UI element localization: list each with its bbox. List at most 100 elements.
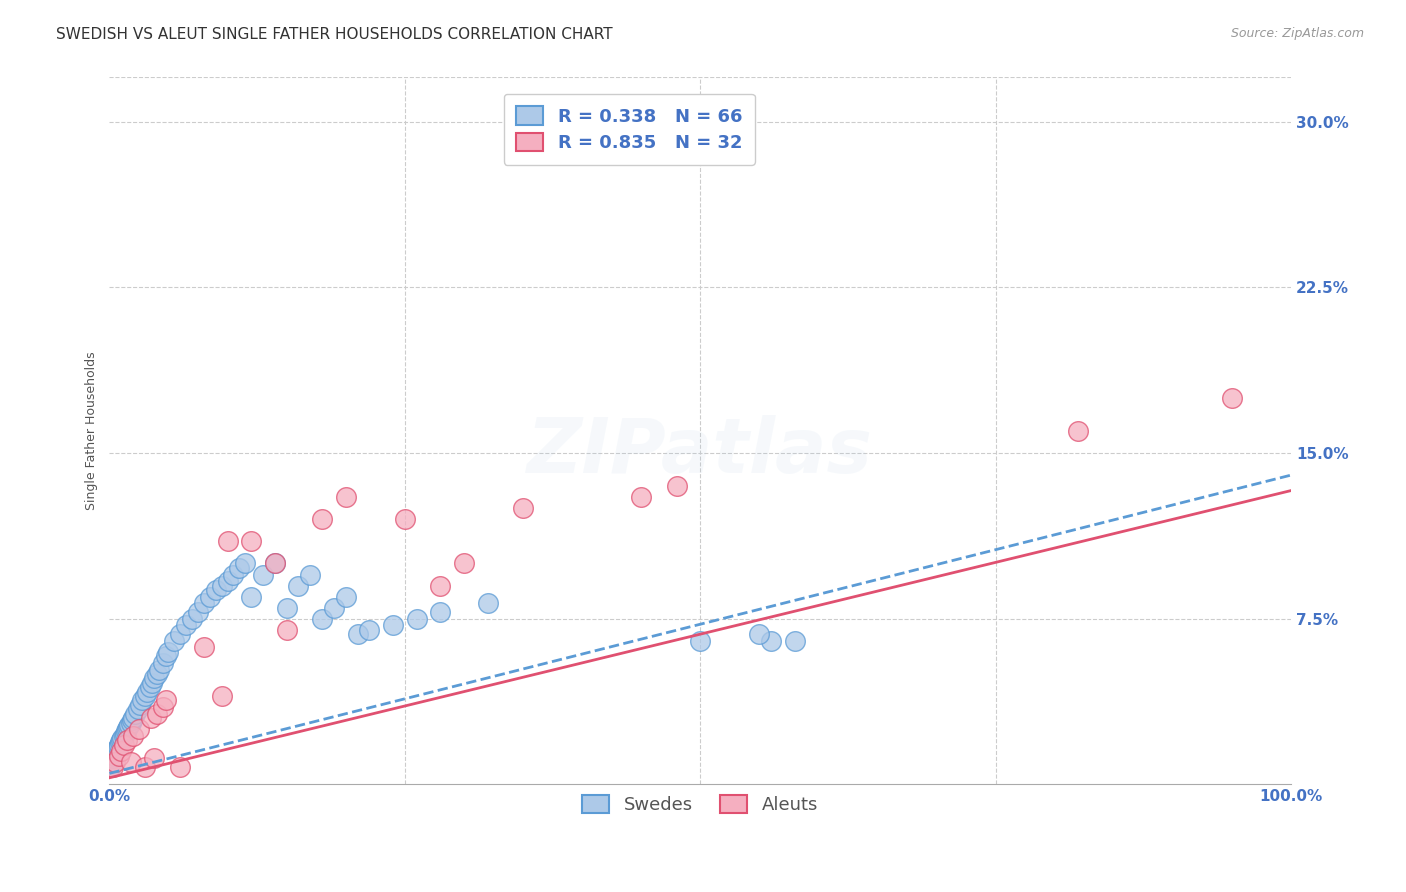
Point (193, 596, 215, 610)
Point (187, 605, 209, 619)
Point (122, 711, 145, 725)
Point (163, 633, 186, 648)
Y-axis label: Single Father Households: Single Father Households (86, 351, 98, 510)
Point (110, 733, 132, 747)
Point (128, 722, 150, 736)
Point (276, 623, 298, 637)
Point (108, 748, 131, 763)
Point (429, 605, 451, 619)
Text: ZIPatlas: ZIPatlas (527, 415, 873, 489)
Point (228, 561, 250, 575)
Point (217, 534, 239, 549)
Point (155, 649, 177, 664)
Point (115, 724, 138, 739)
Point (222, 567, 245, 582)
Point (1067, 424, 1090, 438)
Point (129, 698, 152, 712)
Point (263, 557, 285, 571)
Point (114, 726, 136, 740)
Point (276, 600, 298, 615)
Point (263, 557, 285, 571)
Point (117, 720, 139, 734)
Point (174, 618, 197, 632)
Point (136, 684, 159, 698)
Point (155, 693, 177, 707)
Point (139, 711, 162, 725)
Point (359, 623, 381, 637)
Point (112, 738, 135, 752)
Point (134, 760, 156, 774)
Point (193, 640, 215, 655)
Point (477, 596, 499, 610)
Point (311, 612, 333, 626)
Point (759, 633, 782, 648)
Point (107, 739, 129, 754)
Point (152, 700, 174, 714)
Point (100, 760, 122, 774)
Legend: Swedes, Aleuts: Swedes, Aleuts (571, 784, 830, 825)
Text: SWEDISH VS ALEUT SINGLE FATHER HOUSEHOLDS CORRELATION CHART: SWEDISH VS ALEUT SINGLE FATHER HOUSEHOLD… (56, 27, 613, 42)
Point (783, 633, 806, 648)
Point (665, 479, 688, 493)
Point (120, 715, 142, 730)
Point (335, 590, 357, 604)
Point (110, 744, 132, 758)
Point (311, 512, 333, 526)
Point (429, 578, 451, 592)
Point (287, 578, 309, 592)
Point (143, 751, 166, 765)
Point (394, 512, 416, 526)
Point (118, 718, 141, 732)
Point (405, 612, 427, 626)
Point (148, 663, 170, 677)
Point (101, 760, 124, 774)
Text: Source: ZipAtlas.com: Source: ZipAtlas.com (1230, 27, 1364, 40)
Point (211, 689, 233, 703)
Point (100, 756, 122, 770)
Point (101, 751, 124, 765)
Point (104, 744, 127, 758)
Point (141, 675, 163, 690)
Point (145, 667, 167, 681)
Point (233, 557, 256, 571)
Point (169, 627, 191, 641)
Point (299, 567, 322, 582)
Point (157, 645, 180, 659)
Point (252, 567, 274, 582)
Point (104, 756, 127, 770)
Point (335, 490, 357, 504)
Point (145, 706, 167, 721)
Point (108, 735, 131, 749)
Point (748, 627, 770, 641)
Point (134, 689, 156, 703)
Point (382, 618, 405, 632)
Point (198, 590, 221, 604)
Point (103, 748, 125, 763)
Point (138, 680, 160, 694)
Point (217, 574, 239, 589)
Point (111, 731, 134, 745)
Point (240, 590, 263, 604)
Point (240, 534, 263, 549)
Point (105, 742, 128, 756)
Point (204, 582, 226, 597)
Point (112, 729, 135, 743)
Point (124, 706, 146, 721)
Point (346, 627, 368, 641)
Point (169, 760, 191, 774)
Point (131, 693, 153, 707)
Point (108, 738, 131, 752)
Point (127, 702, 149, 716)
Point (181, 612, 204, 626)
Point (115, 733, 138, 747)
Point (152, 656, 174, 670)
Point (211, 578, 233, 592)
Point (453, 557, 475, 571)
Point (689, 633, 711, 648)
Point (122, 729, 145, 743)
Point (120, 756, 142, 770)
Point (121, 714, 143, 728)
Point (512, 501, 534, 516)
Point (322, 600, 344, 615)
Point (630, 490, 652, 504)
